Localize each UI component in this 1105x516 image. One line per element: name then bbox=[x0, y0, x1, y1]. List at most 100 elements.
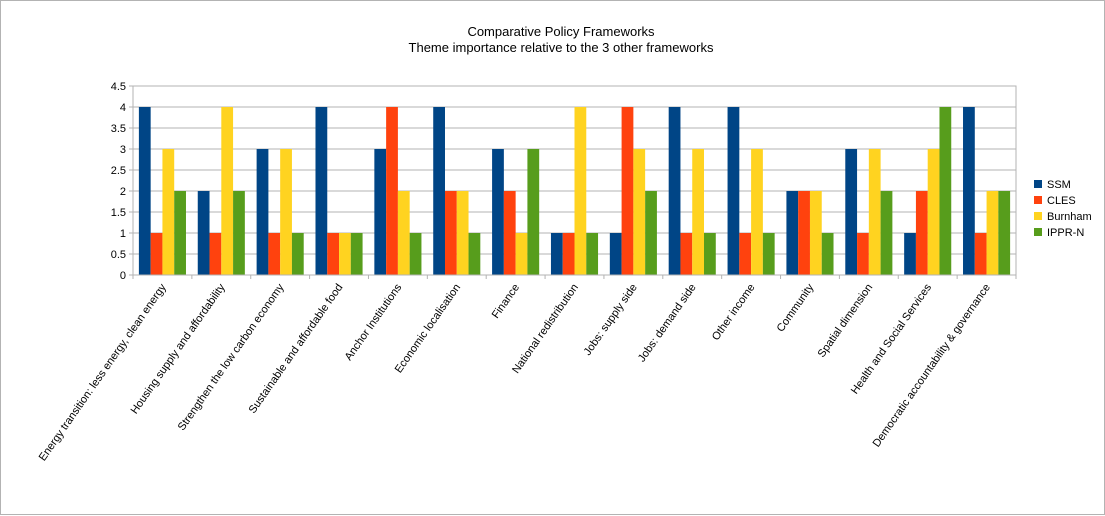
legend-label: CLES bbox=[1047, 195, 1076, 207]
x-category-label: Jobs: supply side bbox=[582, 282, 640, 358]
bar bbox=[291, 233, 304, 275]
bar bbox=[680, 233, 693, 275]
bar bbox=[998, 191, 1011, 275]
y-tick-label: 3 bbox=[120, 144, 126, 156]
x-category-label: Housing supply and affordability bbox=[129, 281, 228, 416]
bar bbox=[374, 149, 387, 275]
bar bbox=[444, 191, 457, 275]
bar bbox=[633, 149, 646, 275]
bar bbox=[974, 233, 987, 275]
chart-subtitle: Theme importance relative to the 3 other… bbox=[409, 40, 714, 55]
bar bbox=[586, 233, 599, 275]
bar bbox=[904, 233, 916, 275]
legend: SSM CLES Burnham IPPR-N bbox=[1034, 179, 1092, 239]
bar bbox=[762, 233, 775, 275]
bar bbox=[880, 191, 893, 275]
bar bbox=[339, 233, 351, 275]
legend-label: Burnham bbox=[1047, 211, 1092, 223]
bar bbox=[857, 233, 869, 275]
bar bbox=[468, 233, 481, 275]
x-category-label: Community bbox=[775, 281, 817, 334]
bar bbox=[233, 191, 245, 275]
y-tick-label: 4.5 bbox=[111, 81, 126, 93]
y-tick-label: 3.5 bbox=[111, 123, 126, 135]
bar bbox=[562, 233, 575, 275]
bar bbox=[868, 149, 881, 275]
bar bbox=[527, 149, 540, 275]
legend-label: SSM bbox=[1047, 179, 1071, 191]
x-category-label: Economic localisation bbox=[393, 282, 464, 376]
bar bbox=[927, 149, 940, 275]
x-category-label: Democratic accountability & governance bbox=[871, 282, 993, 450]
bar bbox=[162, 149, 175, 275]
x-category-label: Spatial dimension bbox=[816, 282, 876, 360]
x-category-label: Strengthen the low carbon economy bbox=[176, 281, 287, 433]
axes bbox=[132, 85, 1017, 279]
legend-swatch bbox=[1034, 180, 1042, 188]
x-category-label: Anchor Institutions bbox=[343, 281, 405, 362]
bar bbox=[645, 191, 657, 275]
x-category-label: Energy transition: less energy, clean en… bbox=[37, 281, 169, 463]
legend-swatch bbox=[1034, 196, 1042, 204]
bar bbox=[704, 233, 716, 275]
bar bbox=[845, 149, 858, 275]
bar bbox=[327, 233, 340, 275]
bar bbox=[821, 233, 834, 275]
bar bbox=[963, 107, 975, 275]
y-tick-label: 0 bbox=[120, 270, 126, 282]
x-category-label: Jobs: demand side bbox=[636, 282, 699, 365]
bar bbox=[739, 233, 752, 275]
bar bbox=[138, 107, 151, 275]
bar bbox=[986, 191, 999, 275]
bar bbox=[668, 107, 681, 275]
y-tick-labels: 0 0.5 1 1.5 2 2.5 3 3.5 4 4.5 bbox=[111, 81, 126, 282]
bar bbox=[150, 233, 163, 275]
legend-swatch bbox=[1034, 212, 1042, 220]
legend-label: IPPR-N bbox=[1047, 227, 1084, 239]
y-tick-label: 2.5 bbox=[111, 165, 126, 177]
bar bbox=[280, 149, 292, 275]
bars bbox=[138, 107, 1011, 275]
bar bbox=[174, 191, 186, 275]
bar bbox=[692, 149, 705, 275]
bar bbox=[492, 149, 504, 275]
legend-swatch bbox=[1034, 228, 1042, 236]
bar bbox=[751, 149, 763, 275]
bar bbox=[609, 233, 622, 275]
bar bbox=[515, 233, 528, 275]
bar bbox=[386, 107, 398, 275]
y-tick-label: 4 bbox=[120, 102, 126, 114]
bar bbox=[315, 107, 328, 275]
bar bbox=[397, 191, 410, 275]
bar bbox=[433, 107, 445, 275]
bar bbox=[574, 107, 587, 275]
chart-title: Comparative Policy Frameworks bbox=[467, 24, 655, 39]
y-tick-label: 1.5 bbox=[111, 207, 126, 219]
x-category-label: Sustainable and affordable food bbox=[247, 282, 346, 416]
bar bbox=[209, 233, 222, 275]
x-category-label: Finance bbox=[490, 282, 522, 321]
bar bbox=[798, 191, 810, 275]
x-category-label: National redistribution bbox=[510, 282, 581, 376]
bar bbox=[503, 191, 516, 275]
bar bbox=[456, 191, 469, 275]
bar bbox=[409, 233, 422, 275]
bar bbox=[350, 233, 363, 275]
bar bbox=[915, 191, 928, 275]
bar bbox=[221, 107, 234, 275]
x-category-labels: Energy transition: less energy, clean en… bbox=[37, 281, 993, 463]
y-tick-label: 2 bbox=[120, 186, 126, 198]
bar bbox=[809, 191, 822, 275]
plot-area-border bbox=[132, 85, 1017, 276]
bar bbox=[939, 107, 952, 275]
x-category-label: Other income bbox=[710, 282, 758, 343]
bar bbox=[786, 191, 799, 275]
bar bbox=[550, 233, 563, 275]
bar bbox=[727, 107, 740, 275]
bar bbox=[256, 149, 269, 275]
bar bbox=[621, 107, 634, 275]
bar bbox=[197, 191, 210, 275]
bar bbox=[268, 233, 281, 275]
